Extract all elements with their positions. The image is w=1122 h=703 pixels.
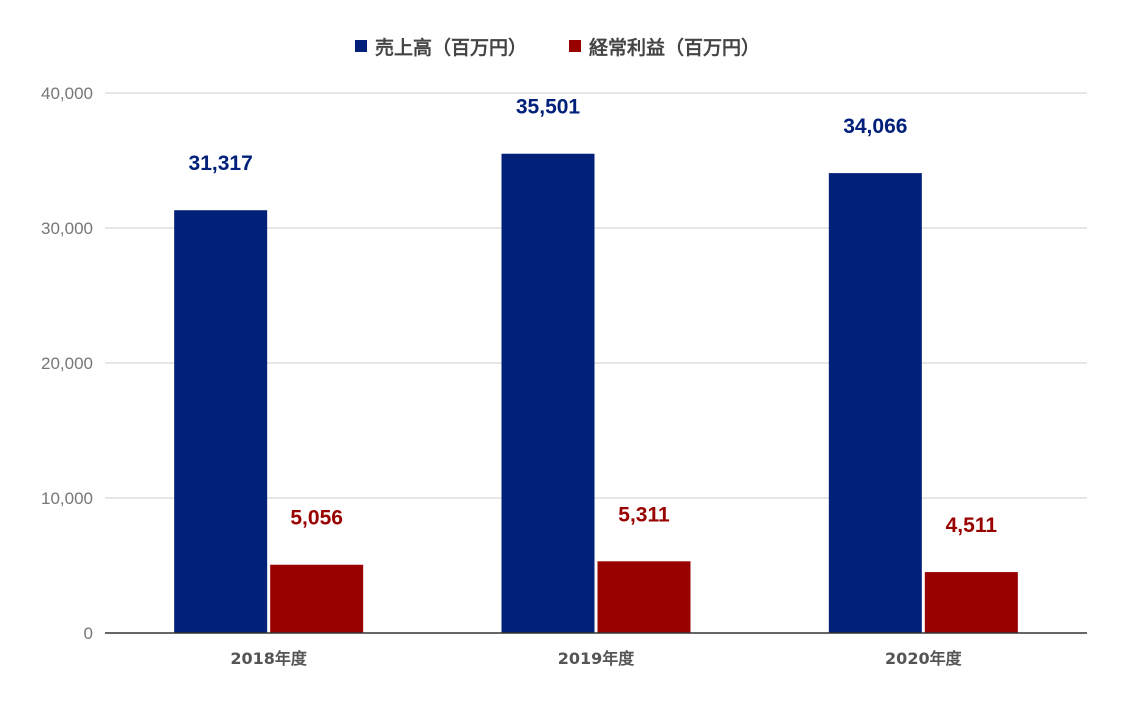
data-label-ordinary-profit: 5,311 [618,503,670,526]
bar-ordinary-profit [924,572,1018,633]
bars [174,153,1018,633]
legend-label: 売上高（百万円） [375,36,527,59]
data-label-ordinary-profit: 4,511 [946,514,998,537]
gridlines [105,92,1087,499]
data-label-sales: 34,066 [843,115,907,138]
data-label-sales: 35,501 [516,96,581,119]
bar-sales [828,173,922,633]
legend-swatch [355,40,367,52]
y-tick-label: 40,000 [41,84,93,103]
y-tick-label: 10,000 [41,489,93,508]
x-axis: 2018年度 2019年度 2020年度 [105,632,1087,668]
data-label-sales: 31,317 [189,152,253,175]
legend-swatch [569,40,581,52]
y-tick-label: 30,000 [41,219,93,238]
data-labels: 31,317 5,056 35,501 5,311 34,066 4,511 [189,96,998,537]
chart-legend: 売上高（百万円） 経常利益（百万円） [355,36,760,59]
bar-ordinary-profit [597,561,691,633]
data-label-ordinary-profit: 5,056 [290,507,343,530]
bar-ordinary-profit [270,564,364,633]
x-category-label: 2018年度 [230,649,308,668]
y-tick-label: 0 [84,624,93,643]
bar-sales [501,153,595,633]
y-axis-tick-labels: 0 10,000 20,000 30,000 40,000 [41,84,93,643]
legend-label: 経常利益（百万円） [589,36,760,59]
bar-sales [174,210,268,633]
y-tick-label: 20,000 [41,354,93,373]
x-category-label: 2020年度 [885,649,963,668]
x-category-label: 2019年度 [558,649,636,668]
